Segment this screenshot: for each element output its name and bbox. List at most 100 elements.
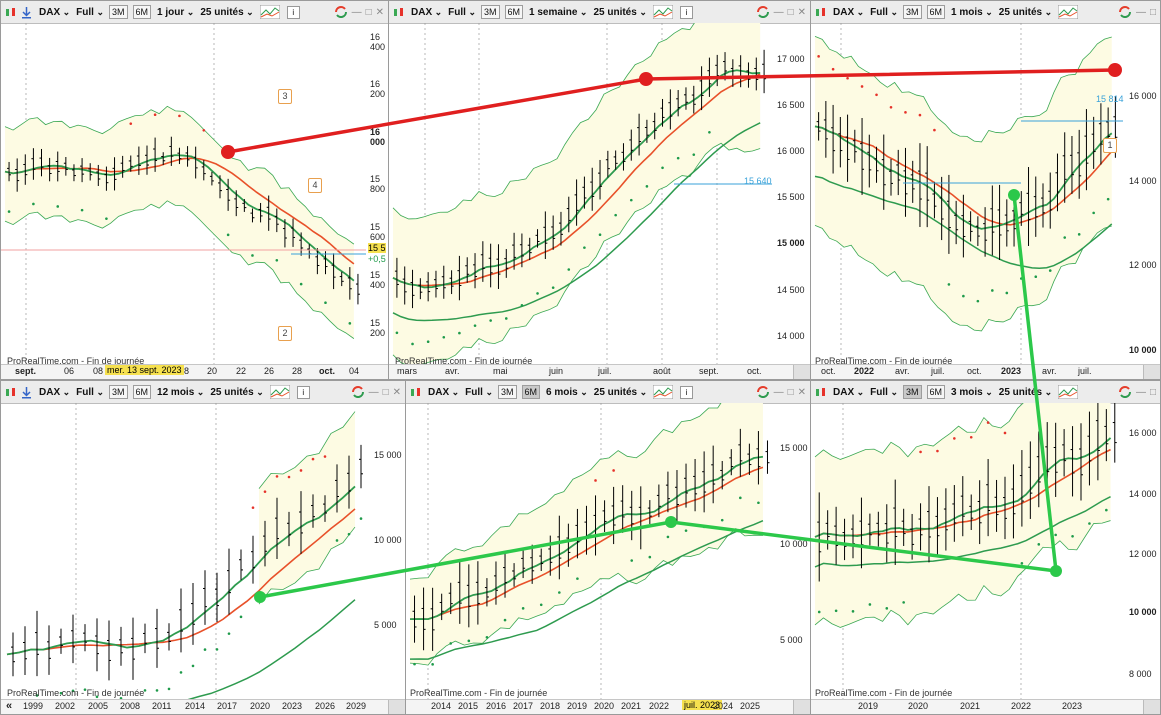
maximize-icon[interactable]: □: [1149, 386, 1156, 398]
candlestick-icon[interactable]: [4, 386, 17, 399]
units-selector[interactable]: 25 unités: [593, 7, 646, 18]
annotation-marker[interactable]: 1: [1103, 138, 1117, 153]
maximize-icon[interactable]: □: [382, 386, 389, 398]
zoom-corner-button[interactable]: [793, 700, 810, 714]
sync-icon[interactable]: [756, 385, 770, 399]
chart-panel-yearly[interactable]: DAX Full 3M 6M 12 mois 25 unités i — □ ✕…: [0, 380, 406, 715]
chart-panel-semiannual[interactable]: DAX Full 3M 6M 6 mois 25 unités i — □ ✕ …: [405, 380, 811, 715]
period-selector[interactable]: 3 mois: [951, 387, 993, 398]
units-selector[interactable]: 25 unités: [999, 387, 1052, 398]
zoom-6m-button[interactable]: 6M: [132, 5, 152, 19]
indicator-chart-icon[interactable]: [1058, 385, 1079, 399]
minimize-icon[interactable]: —: [368, 386, 379, 398]
symbol-selector[interactable]: DAX: [833, 387, 864, 398]
maximize-icon[interactable]: □: [787, 386, 794, 398]
mode-selector[interactable]: Full: [870, 387, 898, 398]
price-chart-area[interactable]: [1, 403, 371, 700]
chart-panel-daily[interactable]: DAX Full 3M 6M 1 jour 25 unités i — □ ✕ …: [0, 0, 389, 380]
symbol-selector[interactable]: DAX: [428, 387, 459, 398]
price-chart-area[interactable]: [1, 23, 366, 365]
indicator-chart-icon[interactable]: [1058, 5, 1079, 19]
indicator-chart-icon[interactable]: [653, 385, 674, 399]
zoom-3m-button[interactable]: 3M: [903, 5, 922, 19]
mode-selector[interactable]: Full: [76, 7, 104, 18]
sync-icon[interactable]: [756, 5, 770, 19]
zoom-6m-button[interactable]: 6M: [504, 5, 524, 19]
candlestick-icon[interactable]: [409, 386, 422, 399]
units-selector[interactable]: 25 unités: [594, 387, 647, 398]
sync-icon[interactable]: [334, 5, 348, 19]
units-selector[interactable]: 25 unités: [200, 7, 253, 18]
zoom-3m-button[interactable]: 3M: [109, 385, 128, 399]
minimize-icon[interactable]: —: [773, 6, 784, 18]
mode-selector[interactable]: Full: [448, 7, 476, 18]
price-chart-area[interactable]: [811, 403, 1123, 700]
candlestick-icon[interactable]: [814, 6, 827, 19]
chart-panel-monthly[interactable]: DAX Full 3M 6M 1 mois 25 unités — □ 16 0…: [810, 0, 1161, 380]
zoom-corner-button[interactable]: [1143, 365, 1160, 379]
indicator-chart-icon[interactable]: [269, 385, 290, 399]
zoom-6m-button[interactable]: 6M: [521, 385, 541, 399]
indicator-chart-icon[interactable]: [652, 5, 673, 19]
symbol-selector[interactable]: DAX: [833, 7, 864, 18]
info-icon[interactable]: i: [679, 5, 693, 19]
symbol-selector[interactable]: DAX: [39, 387, 70, 398]
zoom-6m-button[interactable]: 6M: [132, 385, 152, 399]
download-icon[interactable]: [20, 6, 33, 19]
x-axis[interactable]: 2014 2015 2016 2017 2018 2019 2020 2021 …: [406, 699, 810, 714]
zoom-3m-button[interactable]: 3M: [109, 5, 128, 19]
minimize-icon[interactable]: —: [1135, 6, 1146, 18]
zoom-6m-button[interactable]: 6M: [926, 385, 946, 399]
sync-icon[interactable]: [351, 385, 365, 399]
annotation-marker[interactable]: 4: [308, 178, 322, 193]
zoom-6m-button[interactable]: 6M: [926, 5, 946, 19]
price-chart-area[interactable]: [811, 23, 1123, 365]
sync-icon[interactable]: [1118, 385, 1132, 399]
maximize-icon[interactable]: □: [365, 6, 372, 18]
info-icon[interactable]: i: [680, 385, 694, 399]
annotation-marker[interactable]: 3: [278, 89, 292, 104]
zoom-3m-button[interactable]: 3M: [498, 385, 517, 399]
symbol-selector[interactable]: DAX: [411, 7, 442, 18]
candlestick-icon[interactable]: [4, 6, 17, 19]
price-chart-area[interactable]: [389, 23, 772, 365]
minimize-icon[interactable]: —: [1135, 386, 1146, 398]
info-icon[interactable]: i: [286, 5, 300, 19]
candlestick-icon[interactable]: [392, 6, 405, 19]
minimize-icon[interactable]: —: [351, 6, 362, 18]
units-selector[interactable]: 25 unités: [210, 387, 263, 398]
chart-panel-weekly[interactable]: DAX Full 3M 6M 1 semaine 25 unités i — □…: [388, 0, 811, 380]
close-icon[interactable]: ✕: [392, 386, 401, 398]
period-selector[interactable]: 12 mois: [157, 387, 204, 398]
x-axis[interactable]: 2019 2020 2021 2022 2023: [811, 699, 1160, 714]
minimize-icon[interactable]: —: [773, 386, 784, 398]
chart-panel-quarterly[interactable]: DAX Full 3M 6M 3 mois 25 unités — □ 16 0…: [810, 380, 1161, 715]
zoom-3m-button[interactable]: 3M: [481, 5, 500, 19]
download-icon[interactable]: [20, 386, 33, 399]
period-selector[interactable]: 1 mois: [951, 7, 993, 18]
scroll-left-button[interactable]: «: [6, 700, 13, 712]
mode-selector[interactable]: Full: [465, 387, 493, 398]
period-selector[interactable]: 1 semaine: [529, 7, 587, 18]
info-icon[interactable]: i: [296, 385, 310, 399]
sync-icon[interactable]: [1118, 5, 1132, 19]
annotation-marker[interactable]: 2: [278, 326, 292, 341]
mode-selector[interactable]: Full: [76, 387, 104, 398]
maximize-icon[interactable]: □: [1149, 6, 1156, 18]
close-icon[interactable]: ✕: [797, 6, 806, 18]
symbol-selector[interactable]: DAX: [39, 7, 70, 18]
zoom-corner-button[interactable]: [793, 365, 810, 379]
close-icon[interactable]: ✕: [375, 6, 384, 18]
x-axis[interactable]: « 1999 2002 2005 2008 2011 2014 2017 202…: [1, 699, 405, 714]
x-axis[interactable]: oct. 2022 avr. juil. oct. 2023 avr. juil…: [811, 364, 1160, 379]
x-axis[interactable]: sept. 06 08 18 20 22 26 28 oct. 04 mer. …: [1, 364, 388, 379]
x-axis[interactable]: mars avr. mai juin juil. août sept. oct.: [389, 364, 810, 379]
zoom-corner-button[interactable]: [388, 700, 405, 714]
maximize-icon[interactable]: □: [787, 6, 794, 18]
zoom-corner-button[interactable]: [1143, 700, 1160, 714]
zoom-3m-button[interactable]: 3M: [903, 385, 922, 399]
close-icon[interactable]: ✕: [797, 386, 806, 398]
price-chart-area[interactable]: [406, 403, 776, 700]
period-selector[interactable]: 6 mois: [546, 387, 588, 398]
indicator-chart-icon[interactable]: [259, 5, 280, 19]
